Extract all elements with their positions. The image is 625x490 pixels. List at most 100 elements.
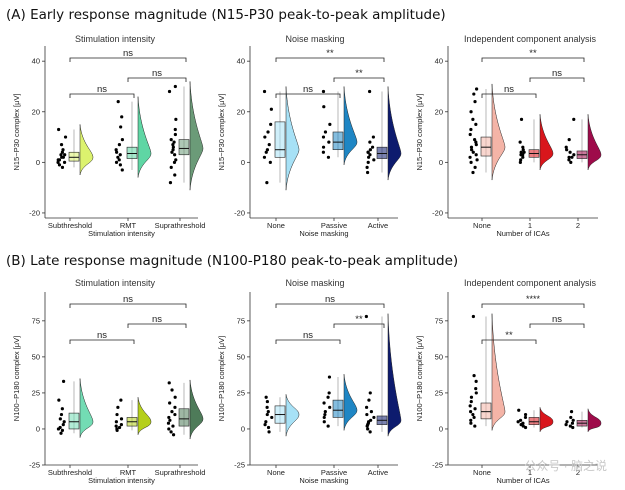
y-tick-label: 75 (32, 316, 40, 325)
data-point (469, 399, 473, 404)
y-axis-label: N100−P180 complex [μV] (217, 336, 226, 421)
data-point (114, 420, 118, 424)
data-point (471, 170, 475, 175)
data-point (167, 381, 171, 385)
data-point (321, 145, 326, 149)
y-axis-label: N15−P30 complex [μV] (415, 93, 424, 170)
significance-bracket (69, 93, 135, 98)
data-point (474, 140, 478, 144)
data-point (169, 165, 173, 170)
violin-half (387, 86, 402, 181)
data-point (473, 137, 477, 142)
data-point (267, 143, 271, 147)
data-point (169, 137, 173, 142)
section-a-header: (A) Early response magnitude (N15-P30 pe… (6, 7, 446, 23)
data-point (474, 153, 478, 157)
data-point (372, 158, 376, 162)
y-tick-label: 20 (32, 107, 40, 116)
data-point (518, 418, 523, 422)
data-point (521, 145, 525, 149)
data-point (171, 424, 175, 428)
data-point (569, 160, 573, 164)
y-tick-label: 40 (32, 57, 40, 66)
violin-half (491, 83, 506, 181)
data-point (473, 100, 477, 104)
data-point (473, 165, 477, 170)
data-point (572, 153, 576, 157)
box (480, 402, 492, 420)
data-point (519, 150, 523, 154)
data-point (474, 379, 478, 383)
panel-2: -20 0 20 40 N15−P30 complex [μV] Number of IC… (415, 46, 602, 238)
violin-half (79, 378, 94, 438)
panel-b1-title: Stimulation intensity (74, 278, 156, 288)
box (178, 139, 190, 156)
data-point (119, 423, 123, 427)
y-tick-label: 75 (237, 316, 245, 325)
data-point (366, 150, 370, 154)
data-point (322, 415, 326, 420)
x-tick-label: Active (368, 468, 388, 477)
data-point (367, 398, 371, 402)
data-point (117, 425, 122, 430)
y-tick-label: 0 (36, 158, 40, 167)
data-point (371, 135, 375, 139)
y-axis-label: N100−P180 complex [μV] (12, 336, 21, 421)
data-point (323, 412, 327, 417)
x-tick-label: Passive (321, 221, 347, 230)
data-point (328, 405, 332, 409)
y-tick-label: 50 (435, 352, 443, 361)
section-a-title: Early response magnitude (N15-P30 peak-t… (30, 7, 446, 23)
data-point (168, 180, 173, 185)
data-point (56, 160, 60, 164)
data-point (368, 148, 372, 152)
data-point (173, 127, 177, 132)
data-point (168, 418, 172, 422)
significance-bracket (529, 77, 585, 82)
data-point (115, 150, 119, 154)
data-point (571, 418, 575, 422)
data-point (173, 395, 177, 399)
section-b-title: Late response magnitude (N100-P180 peak-… (30, 253, 459, 269)
data-point (173, 153, 177, 157)
data-point (270, 415, 274, 420)
data-point (469, 127, 473, 132)
x-tick-label: 1 (528, 221, 532, 230)
data-point (173, 412, 177, 417)
significance-bracket (529, 323, 585, 328)
significance-bracket (481, 93, 537, 98)
data-point (322, 401, 326, 405)
data-point (60, 428, 65, 432)
significance-label: ns (303, 84, 313, 95)
data-point (119, 417, 124, 421)
data-point (60, 150, 64, 154)
data-point (265, 405, 269, 409)
data-point (469, 145, 474, 149)
box (332, 131, 344, 151)
significance-bracket (481, 303, 585, 308)
x-tick-label: None (473, 221, 491, 230)
section-b-header: (B) Late response magnitude (N100-P180 p… (6, 253, 458, 269)
data-point (57, 163, 62, 167)
x-tick-label: RMT (120, 221, 137, 230)
violin-half (189, 81, 204, 191)
data-point (171, 433, 176, 437)
violin-half (539, 114, 554, 170)
data-point (61, 148, 65, 152)
data-point (264, 420, 268, 424)
data-point (117, 143, 121, 147)
data-point (167, 89, 172, 94)
data-point (518, 160, 522, 164)
data-point (265, 399, 269, 404)
panel-4: -25 0 25 50 75 N100−P180 complex [μV] Noise ma… (217, 292, 402, 485)
y-tick-label: -20 (29, 208, 40, 217)
significance-label: ns (552, 314, 562, 325)
data-point (518, 140, 522, 144)
violin-half (539, 407, 554, 432)
y-tick-label: 75 (435, 316, 443, 325)
y-axis-label: N15−P30 complex [μV] (12, 93, 21, 170)
data-point (116, 155, 120, 159)
significance-label: ns (97, 330, 107, 341)
data-point (327, 375, 332, 379)
data-point (472, 92, 476, 96)
